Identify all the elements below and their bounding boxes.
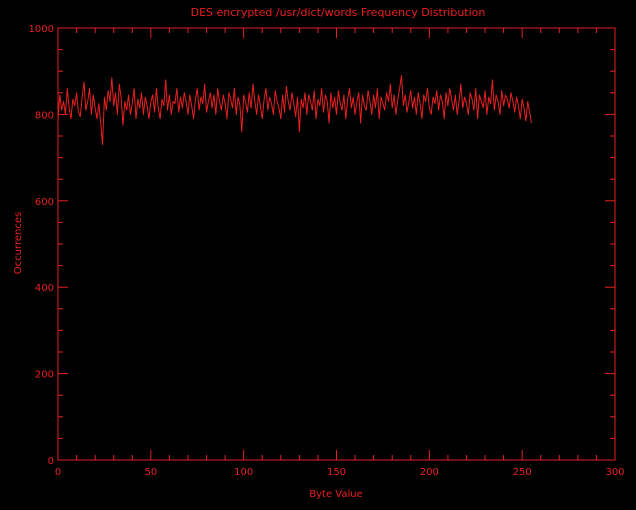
y-tick-label: 200: [35, 370, 54, 381]
chart-title: DES encrypted /usr/dict/words Frequency …: [191, 6, 486, 19]
x-tick-label: 200: [420, 467, 439, 478]
y-tick-label: 1000: [29, 24, 54, 35]
x-tick-label: 0: [55, 467, 61, 478]
series-line: [57, 75, 532, 146]
series-group: [57, 75, 532, 146]
y-tick-label: 0: [48, 456, 54, 467]
y-tick-label: 400: [35, 283, 54, 294]
y-tick-label: 800: [35, 110, 54, 121]
axes: 0 50 100 150 200 250 300 0 200 400 600 800 1000: [29, 24, 625, 478]
x-tick-label: 250: [513, 467, 532, 478]
x-tick-label: 50: [144, 467, 157, 478]
x-tick-label: 100: [234, 467, 253, 478]
x-tick-label: 300: [605, 467, 624, 478]
x-axis-label: Byte Value: [309, 489, 363, 500]
y-axis-label: Occurrences: [13, 212, 24, 274]
x-tick-label: 150: [327, 467, 346, 478]
y-tick-label: 600: [35, 197, 54, 208]
